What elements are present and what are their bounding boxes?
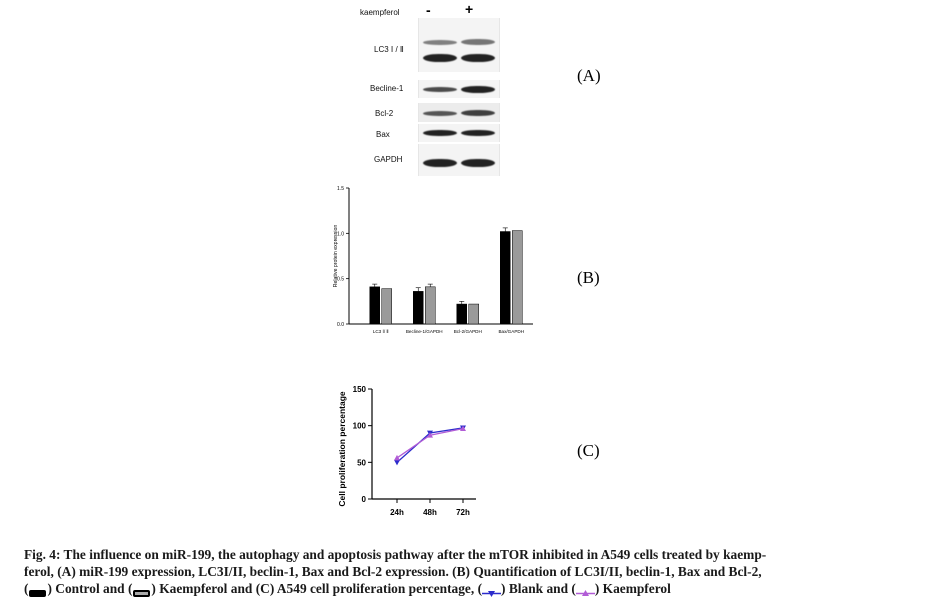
bar [413,291,424,325]
caption-text: ) Blank and ( [501,581,576,596]
wb-strip-bcl2 [418,103,500,122]
treatment-label: kaempferol [360,8,400,17]
line-chart: 0 50 100 150 Cell proliferation percentage 24… [337,385,476,517]
wb-row-label-bax: Bax [376,130,390,139]
band [461,86,495,93]
kaempferol-bar-swatch-icon [132,585,151,598]
kaempferol-line-legend-icon [575,585,595,597]
y-tick-label: 0.5 [337,277,344,283]
wb-strip-lc3 [418,18,500,72]
caption-line-1: Fig. 4: The influence on miR-199, the au… [24,547,767,562]
wb-strip-bax [418,124,500,142]
x-tick-label: Bax/GAPDH [498,329,524,334]
bar [468,303,479,325]
wb-row-label-gapdh: GAPDH [374,155,403,164]
x-tick-label: 24h [390,508,404,517]
wb-row-label-becline: Becline-1 [370,84,404,93]
x-tick-label: LC3 Ⅰ/ Ⅱ [373,329,389,334]
panel-b-letter: (B) [577,268,600,287]
band [461,54,495,62]
caption-text: ) Kaempferol [594,581,671,596]
control-bar-swatch-icon [28,585,47,598]
band [461,130,495,136]
data-point [427,432,433,438]
data-point [394,454,400,461]
y-tick-label: 0.0 [337,322,344,328]
bar [500,231,511,325]
caption-text: ) Control and ( [47,581,133,596]
band [461,110,495,116]
band [461,39,495,45]
bar [456,303,467,325]
bar [425,286,436,325]
plus-label: + [465,1,474,17]
caption-line-3: ( ) Control and ( ) Kaempferol and (C) A54… [24,580,924,598]
wb-strip-becline [418,80,500,98]
caption-line-2: ferol, (A) miR-199 expression, LC3I/II, … [24,564,762,579]
x-tick-label: 48h [423,508,437,517]
band [423,159,457,167]
y-tick-label: 1.0 [337,231,344,237]
y-tick-label: 0 [362,495,367,504]
band [423,87,457,92]
wb-row-label-lc3: LC3 Ⅰ / Ⅱ [374,45,404,54]
y-tick-label: 1.5 [337,186,344,192]
bar [512,230,523,325]
panel-c-letter: (C) [577,441,600,460]
bar-chart: 0.0 0.5 1.0 1.5 Relative protein expression L… [333,186,533,334]
x-tick-label: 72h [456,508,470,517]
band [461,159,495,167]
western-blot-panel: kaempferol - + LC3 Ⅰ / Ⅱ Becline-1 Bcl-2… [340,0,510,180]
x-tick-label: Bcl-2/GAPDH [454,329,482,334]
blank-line-legend-icon [482,585,502,598]
band [423,130,457,136]
figure-caption: Fig. 4: The influence on miR-199, the au… [24,546,924,598]
band [423,40,457,45]
caption-text: ( [24,581,29,596]
minus-label: - [426,2,431,18]
y-tick-label: 150 [353,385,367,394]
x-tick-label: Becline-1/GAPDH [406,329,443,334]
y-axis-label: Cell proliferation percentage [337,391,347,507]
panel-a-letter: (A) [577,66,601,85]
caption-text: ) Kaempferol and (C) A549 cell prolifera… [151,581,483,596]
bar [381,288,392,325]
y-axis-label: Relative protein expression [333,225,339,288]
wb-row-label-bcl2: Bcl-2 [375,109,394,118]
band [423,54,457,62]
y-tick-label: 100 [353,422,367,431]
band [423,111,457,116]
wb-strip-gapdh [418,144,500,176]
y-tick-label: 50 [357,458,366,467]
data-point [394,459,400,466]
data-point [460,425,466,431]
bar [369,286,380,325]
